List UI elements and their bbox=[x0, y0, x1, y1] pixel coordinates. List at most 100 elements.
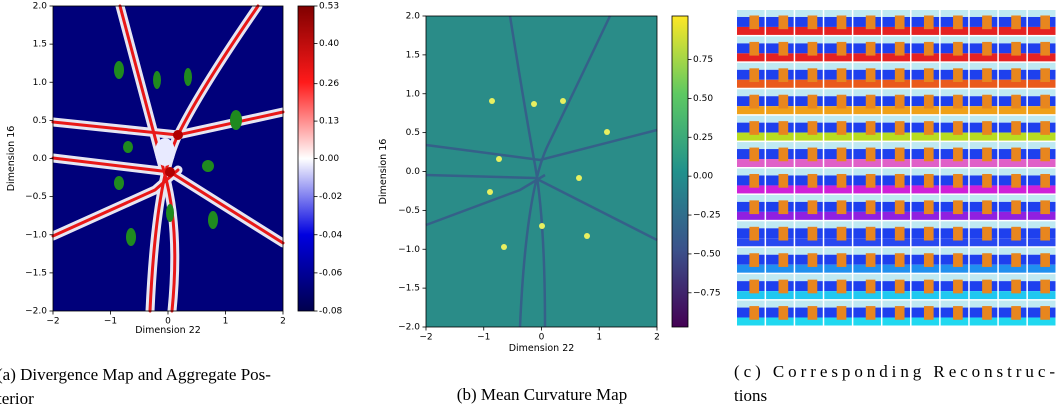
object bbox=[1040, 41, 1050, 56]
object bbox=[778, 147, 789, 162]
floor bbox=[824, 79, 852, 88]
floor bbox=[766, 238, 794, 247]
sky bbox=[882, 142, 911, 150]
floor bbox=[824, 53, 852, 62]
floor bbox=[795, 132, 823, 141]
object bbox=[749, 253, 760, 267]
floor bbox=[824, 26, 852, 35]
floor bbox=[882, 159, 911, 167]
floor bbox=[853, 317, 881, 326]
object bbox=[953, 173, 963, 188]
floor bbox=[882, 132, 911, 141]
object bbox=[1011, 226, 1021, 241]
object bbox=[923, 200, 934, 215]
floor bbox=[911, 211, 940, 220]
sky bbox=[853, 10, 881, 17]
floor bbox=[853, 159, 881, 167]
sky bbox=[940, 10, 969, 17]
floor bbox=[882, 238, 911, 247]
object bbox=[865, 200, 876, 215]
x-tick-label: 2 bbox=[280, 317, 286, 327]
sky bbox=[737, 62, 765, 70]
colorbar-tick-label: -0.02 bbox=[319, 192, 342, 202]
object bbox=[923, 41, 934, 56]
reconstruction-grid bbox=[737, 10, 1056, 326]
colorbar-tick-label: 0.25 bbox=[693, 133, 713, 143]
sky bbox=[824, 300, 852, 308]
object bbox=[807, 226, 818, 241]
sky bbox=[882, 10, 911, 17]
object bbox=[1011, 173, 1021, 188]
object bbox=[865, 279, 876, 294]
object bbox=[894, 226, 905, 241]
object bbox=[923, 94, 934, 109]
colorbar bbox=[297, 5, 315, 312]
floor bbox=[795, 159, 823, 167]
object bbox=[982, 279, 992, 294]
floor bbox=[766, 264, 794, 273]
floor bbox=[998, 26, 1027, 35]
y-axis-label: Dimension 16 bbox=[378, 139, 389, 205]
object bbox=[923, 173, 934, 188]
object bbox=[1040, 68, 1050, 83]
object bbox=[865, 121, 876, 135]
colorbar-tick-label: -0.08 bbox=[319, 307, 343, 317]
sky bbox=[998, 62, 1027, 70]
floor bbox=[853, 26, 881, 35]
floor bbox=[911, 26, 940, 35]
floor bbox=[911, 106, 940, 115]
x-axis-label: Dimension 22 bbox=[509, 343, 575, 354]
floor bbox=[1027, 238, 1056, 247]
floor bbox=[882, 106, 911, 115]
floor bbox=[1027, 185, 1056, 194]
object bbox=[778, 200, 789, 215]
object bbox=[953, 41, 963, 56]
floor bbox=[882, 26, 911, 35]
floor bbox=[737, 53, 765, 62]
object bbox=[749, 200, 760, 215]
colorbar bbox=[671, 15, 689, 328]
object bbox=[953, 147, 963, 162]
sky bbox=[824, 89, 852, 97]
y-tick-label: 0.5 bbox=[33, 116, 47, 126]
object bbox=[953, 15, 963, 30]
caption: (c) Corresponding Reconstruc- bbox=[734, 362, 1055, 381]
floor bbox=[969, 238, 998, 247]
object bbox=[836, 279, 847, 294]
floor bbox=[737, 291, 765, 300]
floor bbox=[911, 185, 940, 194]
object bbox=[807, 121, 818, 135]
sky bbox=[824, 142, 852, 150]
floor bbox=[737, 79, 765, 88]
colorbar-tick-label: −0.25 bbox=[693, 211, 721, 221]
floor bbox=[940, 264, 969, 273]
x-tick-label: −2 bbox=[46, 317, 59, 327]
sky bbox=[940, 194, 969, 202]
floor bbox=[911, 291, 940, 300]
sky bbox=[795, 10, 823, 17]
object bbox=[982, 68, 992, 83]
sky bbox=[998, 89, 1027, 97]
object bbox=[1040, 279, 1050, 294]
sky bbox=[853, 300, 881, 308]
floor bbox=[737, 26, 765, 35]
object bbox=[894, 68, 905, 83]
sky bbox=[969, 194, 998, 202]
floor bbox=[795, 291, 823, 300]
sky bbox=[969, 115, 998, 123]
sky bbox=[824, 194, 852, 202]
floor bbox=[969, 211, 998, 220]
object bbox=[865, 253, 876, 267]
sky bbox=[766, 221, 794, 229]
floor bbox=[969, 53, 998, 62]
object bbox=[749, 147, 760, 162]
object bbox=[836, 200, 847, 215]
object bbox=[894, 41, 905, 56]
object bbox=[1040, 147, 1050, 162]
object bbox=[865, 226, 876, 241]
object bbox=[1040, 173, 1050, 188]
sky bbox=[940, 115, 969, 123]
floor bbox=[795, 79, 823, 88]
object bbox=[778, 226, 789, 241]
y-tick-label: 1.0 bbox=[406, 89, 421, 99]
